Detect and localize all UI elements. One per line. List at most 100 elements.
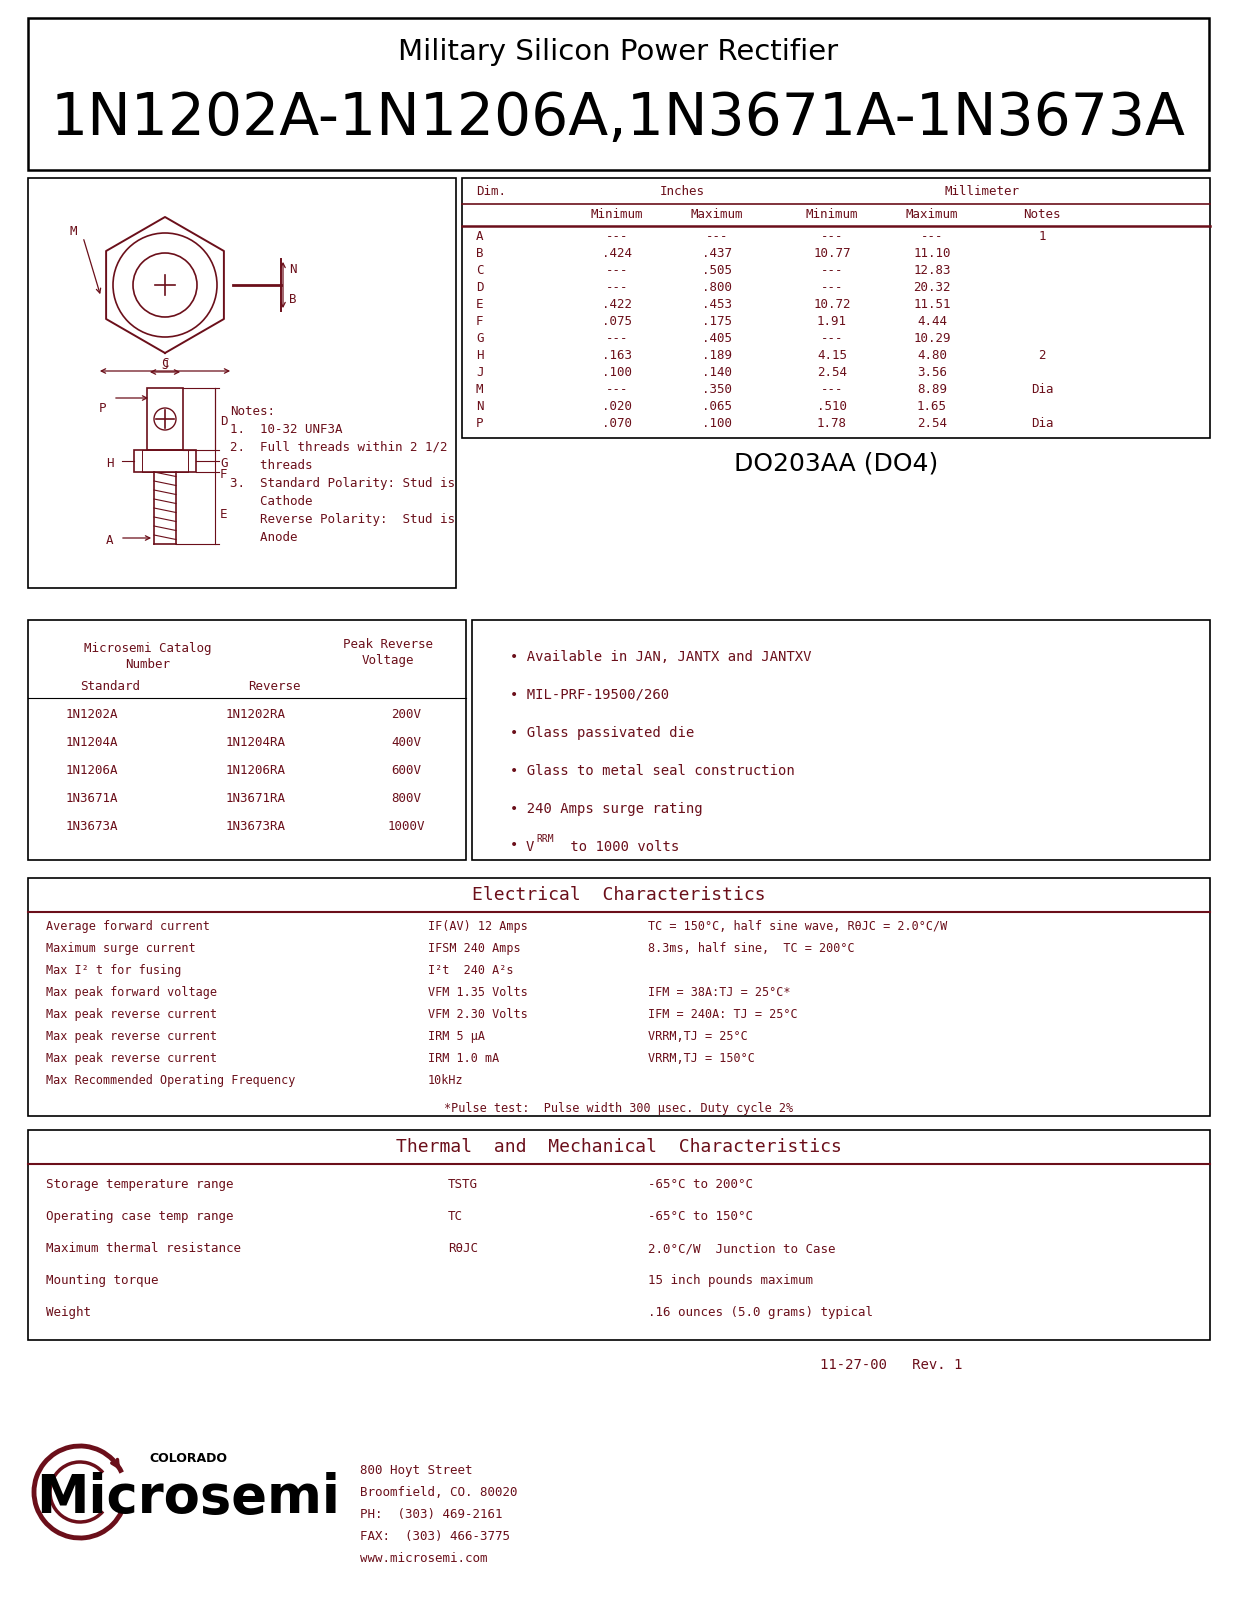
- Text: *Pulse test:  Pulse width 300 μsec. Duty cycle 2%: *Pulse test: Pulse width 300 μsec. Duty …: [444, 1102, 794, 1115]
- Text: Standard: Standard: [80, 680, 140, 693]
- Text: 1N3671A: 1N3671A: [66, 792, 119, 805]
- Text: Inches: Inches: [659, 186, 705, 198]
- Text: Peak Reverse: Peak Reverse: [343, 638, 433, 651]
- Text: Electrical  Characteristics: Electrical Characteristics: [473, 886, 766, 904]
- Text: Minimum: Minimum: [805, 208, 858, 221]
- Text: 2.0°C/W  Junction to Case: 2.0°C/W Junction to Case: [648, 1242, 835, 1254]
- Text: 2.  Full threads within 2 1/2: 2. Full threads within 2 1/2: [230, 442, 448, 454]
- Text: .140: .140: [703, 366, 732, 379]
- Text: 1000V: 1000V: [387, 819, 424, 834]
- Text: 1N1204RA: 1N1204RA: [226, 736, 286, 749]
- Text: D: D: [220, 414, 228, 427]
- Text: C: C: [161, 357, 168, 370]
- Text: .422: .422: [602, 298, 632, 310]
- Text: .505: .505: [703, 264, 732, 277]
- Text: M: M: [69, 226, 77, 238]
- Text: M: M: [476, 382, 484, 395]
- Text: FAX:  (303) 466-3775: FAX: (303) 466-3775: [360, 1530, 510, 1542]
- Text: V: V: [526, 840, 534, 854]
- Text: 1N3671RA: 1N3671RA: [226, 792, 286, 805]
- Text: • Glass to metal seal construction: • Glass to metal seal construction: [510, 765, 794, 778]
- Text: Max peak reverse current: Max peak reverse current: [46, 1030, 216, 1043]
- Text: .070: .070: [602, 418, 632, 430]
- Text: .800: .800: [703, 282, 732, 294]
- Text: 1N1202A: 1N1202A: [66, 707, 119, 722]
- Text: .189: .189: [703, 349, 732, 362]
- Text: •: •: [510, 838, 527, 851]
- Text: 800V: 800V: [391, 792, 421, 805]
- Text: 11-27-00   Rev. 1: 11-27-00 Rev. 1: [820, 1358, 962, 1371]
- Text: .163: .163: [602, 349, 632, 362]
- Text: 1N1206A: 1N1206A: [66, 765, 119, 778]
- Text: 1N1202RA: 1N1202RA: [226, 707, 286, 722]
- Text: 1.  10-32 UNF3A: 1. 10-32 UNF3A: [230, 422, 343, 435]
- Bar: [28, 878, 1210, 1117]
- Text: Storage temperature range: Storage temperature range: [46, 1178, 234, 1190]
- Text: Anode: Anode: [230, 531, 298, 544]
- Text: www.microsemi.com: www.microsemi.com: [360, 1552, 487, 1565]
- Text: 600V: 600V: [391, 765, 421, 778]
- Text: ---: ---: [606, 382, 628, 395]
- Text: TC: TC: [448, 1210, 463, 1222]
- Text: VRRM,TJ = 150°C: VRRM,TJ = 150°C: [648, 1053, 755, 1066]
- Text: VFM 2.30 Volts: VFM 2.30 Volts: [428, 1008, 528, 1021]
- Text: F: F: [476, 315, 484, 328]
- Text: Notes: Notes: [1023, 208, 1061, 221]
- Text: Maximum: Maximum: [905, 208, 959, 221]
- Text: IFM = 38A:TJ = 25°C*: IFM = 38A:TJ = 25°C*: [648, 986, 790, 998]
- Text: Millimeter: Millimeter: [945, 186, 1019, 198]
- Text: IF(AV) 12 Amps: IF(AV) 12 Amps: [428, 920, 528, 933]
- Text: Max peak reverse current: Max peak reverse current: [46, 1008, 216, 1021]
- Text: 200V: 200V: [391, 707, 421, 722]
- Text: Max I² t for fusing: Max I² t for fusing: [46, 963, 182, 978]
- Text: ---: ---: [606, 264, 628, 277]
- Text: 11.51: 11.51: [913, 298, 951, 310]
- Text: 1N1206RA: 1N1206RA: [226, 765, 286, 778]
- Text: ---: ---: [821, 333, 844, 346]
- Bar: [28, 1130, 1210, 1341]
- Text: .16 ounces (5.0 grams) typical: .16 ounces (5.0 grams) typical: [648, 1306, 873, 1318]
- Text: 10.29: 10.29: [913, 333, 951, 346]
- Text: ---: ---: [920, 230, 944, 243]
- Text: P: P: [99, 402, 106, 414]
- Text: Cathode: Cathode: [230, 494, 313, 509]
- Text: IFSM 240 Amps: IFSM 240 Amps: [428, 942, 521, 955]
- Text: Broomfield, CO. 80020: Broomfield, CO. 80020: [360, 1486, 517, 1499]
- Text: .405: .405: [703, 333, 732, 346]
- Text: 3.56: 3.56: [917, 366, 948, 379]
- Bar: [142, 450, 188, 472]
- Text: P: P: [476, 418, 484, 430]
- Text: 800 Hoyt Street: 800 Hoyt Street: [360, 1464, 473, 1477]
- Text: 11.10: 11.10: [913, 246, 951, 259]
- Text: .075: .075: [602, 315, 632, 328]
- Text: .437: .437: [703, 246, 732, 259]
- Text: 8.3ms, half sine,  TC = 200°C: 8.3ms, half sine, TC = 200°C: [648, 942, 855, 955]
- Text: 2.54: 2.54: [917, 418, 948, 430]
- Text: Maximum surge current: Maximum surge current: [46, 942, 195, 955]
- Text: • MIL-PRF-19500/260: • MIL-PRF-19500/260: [510, 688, 669, 702]
- Text: .453: .453: [703, 298, 732, 310]
- Text: 1.65: 1.65: [917, 400, 948, 413]
- Text: to 1000 volts: to 1000 volts: [562, 840, 679, 854]
- Text: D: D: [476, 282, 484, 294]
- Text: threads: threads: [230, 459, 313, 472]
- Text: • 240 Amps surge rating: • 240 Amps surge rating: [510, 802, 703, 816]
- Text: J: J: [476, 366, 484, 379]
- Text: H: H: [476, 349, 484, 362]
- Text: 400V: 400V: [391, 736, 421, 749]
- Text: IFM = 240A: TJ = 25°C: IFM = 240A: TJ = 25°C: [648, 1008, 798, 1021]
- Text: VFM 1.35 Volts: VFM 1.35 Volts: [428, 986, 528, 998]
- Text: 1.91: 1.91: [816, 315, 847, 328]
- Text: ---: ---: [821, 382, 844, 395]
- Text: 1: 1: [1038, 230, 1045, 243]
- Text: Max peak forward voltage: Max peak forward voltage: [46, 986, 216, 998]
- Text: Number: Number: [125, 658, 171, 670]
- Text: ---: ---: [606, 333, 628, 346]
- Text: TSTG: TSTG: [448, 1178, 477, 1190]
- Text: • Available in JAN, JANTX and JANTXV: • Available in JAN, JANTX and JANTXV: [510, 650, 811, 664]
- Text: G: G: [476, 333, 484, 346]
- Text: 1N3673RA: 1N3673RA: [226, 819, 286, 834]
- Bar: [28, 619, 466, 861]
- Text: 2.54: 2.54: [816, 366, 847, 379]
- Text: C: C: [476, 264, 484, 277]
